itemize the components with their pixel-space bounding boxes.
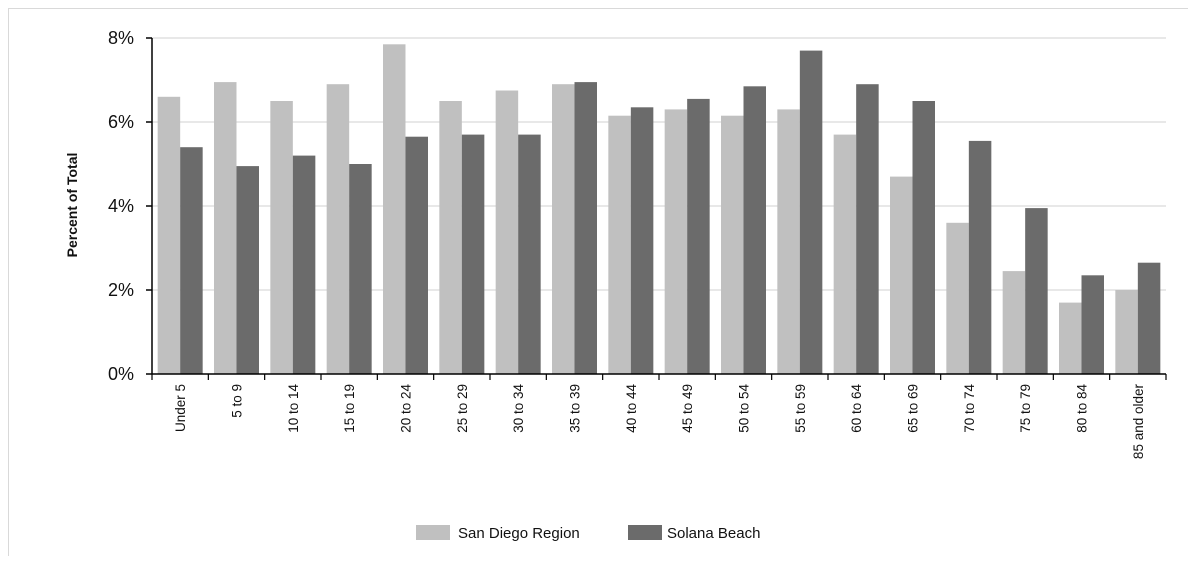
bar xyxy=(349,164,372,374)
bar xyxy=(777,109,800,375)
bar xyxy=(890,176,913,374)
bar xyxy=(326,84,350,374)
bar xyxy=(495,90,519,374)
x-tick-label: 25 to 29 xyxy=(455,384,470,433)
bar xyxy=(608,115,631,374)
x-tick-label: Under 5 xyxy=(173,384,188,432)
bar xyxy=(1115,290,1138,374)
bar xyxy=(968,140,992,374)
bar xyxy=(552,84,575,374)
x-tick-label: 60 to 64 xyxy=(849,384,864,433)
x-tick-label: 75 to 79 xyxy=(1018,384,1033,433)
y-tick-labels: 0% 2% 4% 6% 8% xyxy=(108,28,134,384)
y-tick-label: 8% xyxy=(108,28,134,48)
legend: San Diego Region Solana Beach xyxy=(416,525,760,542)
bar xyxy=(1025,208,1048,374)
bar xyxy=(518,134,541,374)
bar xyxy=(721,115,744,374)
bar xyxy=(461,134,485,374)
bar xyxy=(946,222,969,374)
bar xyxy=(833,134,857,374)
x-tick-label: 80 to 84 xyxy=(1075,384,1090,433)
x-tick-label: 65 to 69 xyxy=(906,384,921,433)
x-tick-label: 35 to 39 xyxy=(568,384,583,433)
bar xyxy=(180,147,203,374)
bar xyxy=(1059,302,1082,374)
bar xyxy=(1002,271,1026,374)
y-tick-label: 6% xyxy=(108,112,134,132)
bars xyxy=(157,44,1161,375)
x-tick-label: 55 to 59 xyxy=(793,384,808,433)
legend-label: Solana Beach xyxy=(667,525,760,542)
bar xyxy=(1081,275,1104,374)
bar xyxy=(799,50,823,374)
legend-label: San Diego Region xyxy=(458,525,580,542)
axes xyxy=(146,37,1167,380)
x-tick-label: 20 to 24 xyxy=(399,384,414,433)
bar xyxy=(687,98,710,375)
x-tick-label: 15 to 19 xyxy=(342,384,357,433)
x-tick-label: 50 to 54 xyxy=(737,384,752,433)
x-tick-label: 30 to 34 xyxy=(511,384,526,433)
chart-frame xyxy=(8,8,1188,556)
y-tick-label: 0% xyxy=(108,364,134,384)
bar xyxy=(912,101,935,374)
legend-swatch xyxy=(416,525,450,540)
bar xyxy=(856,84,879,374)
x-tick-label: 40 to 44 xyxy=(624,384,639,433)
bar xyxy=(439,101,462,374)
gridlines xyxy=(152,37,1166,291)
bar xyxy=(292,155,316,374)
y-tick-label: 2% xyxy=(108,280,134,300)
legend-swatch xyxy=(628,525,662,540)
y-tick-label: 4% xyxy=(108,196,134,216)
y-axis-title: Percent of Total xyxy=(64,153,80,258)
x-tick-label: 85 and older xyxy=(1131,383,1146,459)
bar xyxy=(574,82,597,374)
bar xyxy=(157,96,181,375)
x-tick-label: 70 to 74 xyxy=(962,384,977,433)
bar xyxy=(743,86,766,375)
bar xyxy=(270,101,293,374)
bar xyxy=(630,107,654,375)
x-tick-labels: Under 5 5 to 9 10 to 14 15 to 19 20 to 24 25 … xyxy=(173,383,1146,459)
bar xyxy=(405,136,428,374)
bar xyxy=(383,44,406,375)
bar xyxy=(236,166,259,374)
x-tick-label: 45 to 49 xyxy=(680,384,695,433)
x-tick-label: 5 to 9 xyxy=(230,384,245,418)
bar xyxy=(1137,262,1161,374)
bar xyxy=(664,109,688,375)
bar xyxy=(214,82,237,374)
x-tick-label: 10 to 14 xyxy=(286,384,301,433)
